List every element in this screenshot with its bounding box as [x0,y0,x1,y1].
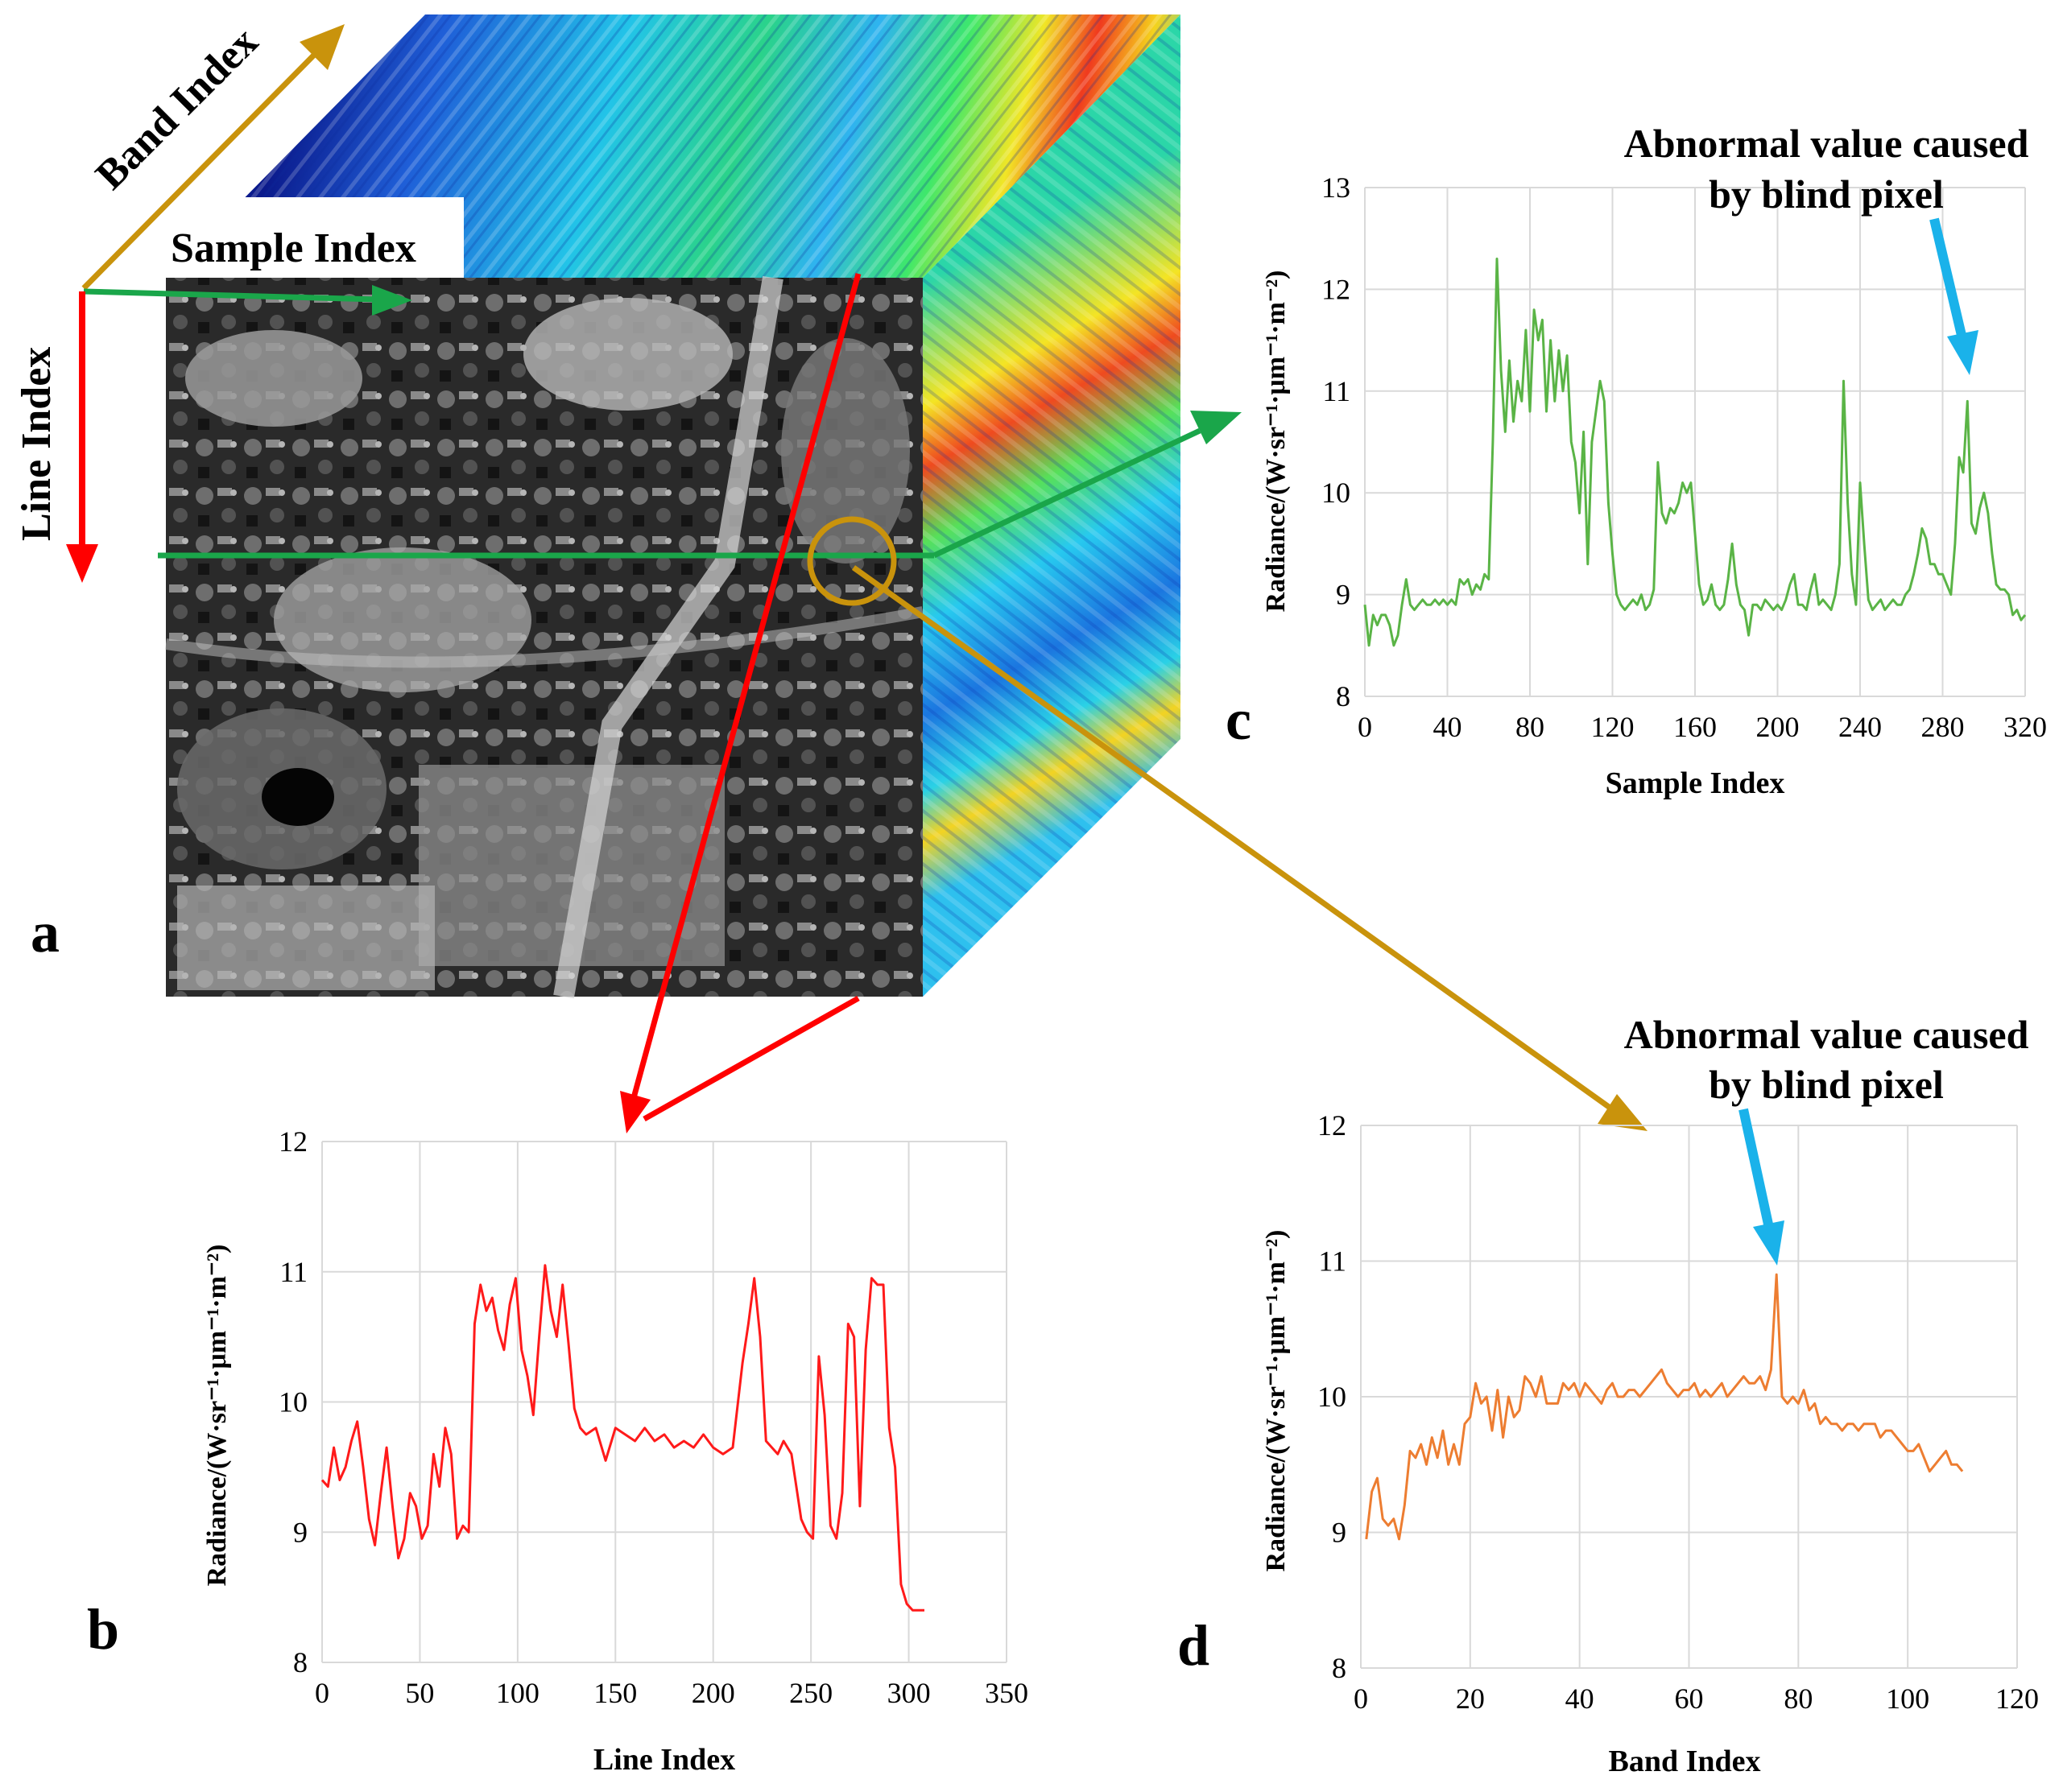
chart-c-annotation-line2: by blind pixel [1709,171,1944,217]
chart-b-xtick-label: 0 [315,1677,329,1709]
chart-b-ytick-label: 12 [279,1125,308,1158]
panel-a-cube: Band Index Sample Index Line Index a [14,14,1648,1133]
sample-index-label-plate [158,197,464,278]
chart-b-xtick-label: 300 [887,1677,931,1709]
chart-c-xtick-label: 80 [1515,711,1544,743]
chart-d-series-line [1365,1273,1964,1541]
line-index-axis-label: Line Index [14,347,60,541]
chart-d-ytick-label: 9 [1332,1517,1346,1549]
chart-c-ytick-label: 11 [1322,375,1350,407]
chart-b-xlabel: Line Index [593,1743,735,1777]
chart-c-xlabel: Sample Index [1606,766,1785,800]
chart-d-xtick-label: 0 [1354,1683,1368,1715]
arrow-to-sample-chart [932,427,1201,559]
panel-letter-a: a [31,900,60,964]
chart-d-annotation-line1: Abnormal value caused [1624,1012,2029,1057]
chart-d-xtick-label: 120 [1995,1683,2039,1715]
chart-c-ticks: 0 40 80 120 160 200 240 280 320 8 9 10 11 12 13 [1321,171,2047,743]
chart-c-grid [1364,187,2026,697]
sample-index-axis-label: Sample Index [171,225,416,271]
chart-c-xtick-label: 200 [1756,711,1800,743]
chart-d-ylabel: Radiance/(W·sr⁻¹·μm⁻¹·m⁻²) [1261,1230,1291,1572]
chart-b: 0 50 100 150 200 250 300 350 8 9 10 11 12 Line Index… [87,1125,1028,1777]
chart-b-xtick-label: 150 [593,1677,637,1709]
band-axis-arrow [81,24,345,291]
chart-c-xtick-label: 120 [1591,711,1635,743]
cube-side-face-texture [923,14,1180,997]
chart-b-xtick-label: 350 [985,1677,1028,1709]
chart-c-annotation-arrow [1929,217,1978,375]
chart-d-xlabel: Band Index [1608,1745,1760,1778]
chart-d-xtick-label: 60 [1675,1683,1704,1715]
chart-c-series-line [1363,258,2027,647]
chart-d-xtick-label: 20 [1456,1683,1485,1715]
sample-axis-arrow [83,285,412,316]
chart-b-ytick-label: 10 [279,1386,308,1418]
chart-d-grid [1360,1125,2018,1669]
chart-d-xtick-label: 40 [1565,1683,1594,1715]
panel-letter-d: d [1177,1613,1209,1678]
chart-c-ylabel: Radiance/(W·sr⁻¹·μm⁻¹·m⁻²) [1261,270,1291,613]
chart-d-xtick-label: 100 [1886,1683,1929,1715]
arrow-to-band-chart [851,565,1617,1113]
chart-b-series-line [320,1264,924,1612]
chart-b-xtick-label: 100 [496,1677,540,1709]
cube-front-image [164,275,924,999]
panel-letter-c: c [1226,687,1251,752]
chart-d-xtick-label: 80 [1784,1683,1813,1715]
chart-c-ytick-label: 8 [1336,680,1350,712]
chart-b-ylabel: Radiance/(W·sr⁻¹·μm⁻¹·m⁻²) [202,1245,232,1587]
chart-c: 0 40 80 120 160 200 240 280 320 8 9 10 11 12 13 Sample… [1226,121,2047,800]
chart-c-ytick-label: 12 [1321,273,1350,305]
chart-b-grid [321,1141,1007,1663]
band-index-axis-label: Band Index [87,19,267,198]
chart-c-ytick-label: 9 [1336,579,1350,611]
line-axis-arrow [66,291,98,583]
chart-c-ytick-label: 10 [1321,477,1350,509]
chart-d-annotation-line2: by blind pixel [1709,1062,1944,1107]
chart-c-annotation-line1: Abnormal value caused [1624,121,2029,166]
chart-d: 0 20 40 60 80 100 120 8 9 10 11 12 Band Index Radia… [1177,1012,2039,1778]
line-profile-line [626,273,862,1113]
chart-d-ytick-label: 8 [1332,1652,1346,1684]
line-profile-bottom-arrow [643,995,860,1122]
chart-b-ticks: 0 50 100 150 200 250 300 350 8 9 10 11 12 [279,1125,1028,1709]
chart-b-ytick-label: 8 [293,1646,308,1678]
chart-d-ytick-label: 10 [1317,1381,1346,1413]
chart-b-xtick-label: 250 [789,1677,833,1709]
chart-b-ytick-label: 9 [293,1516,308,1548]
arrow-to-sample-chart-head [1190,411,1242,444]
chart-c-xtick-label: 0 [1358,711,1372,743]
chart-c-xtick-label: 320 [2003,711,2047,743]
chart-c-xtick-label: 240 [1838,711,1882,743]
chart-d-ytick-label: 11 [1318,1245,1346,1278]
panel-letter-b: b [87,1597,119,1662]
chart-b-xtick-label: 200 [692,1677,735,1709]
chart-c-xtick-label: 40 [1433,711,1462,743]
chart-d-annotation-arrow [1738,1108,1784,1266]
chart-b-xtick-label: 50 [405,1677,434,1709]
selected-pixel-circle [807,516,897,606]
chart-c-ytick-label: 13 [1321,171,1350,204]
arrow-to-band-chart-head [1598,1094,1648,1131]
line-profile-arrowhead [620,1091,651,1133]
chart-d-ticks: 0 20 40 60 80 100 120 8 9 10 11 12 [1317,1109,2039,1715]
chart-d-ytick-label: 12 [1317,1109,1346,1142]
chart-b-ytick-label: 11 [279,1256,308,1288]
chart-c-xtick-label: 280 [1921,711,1965,743]
chart-c-xtick-label: 160 [1673,711,1717,743]
